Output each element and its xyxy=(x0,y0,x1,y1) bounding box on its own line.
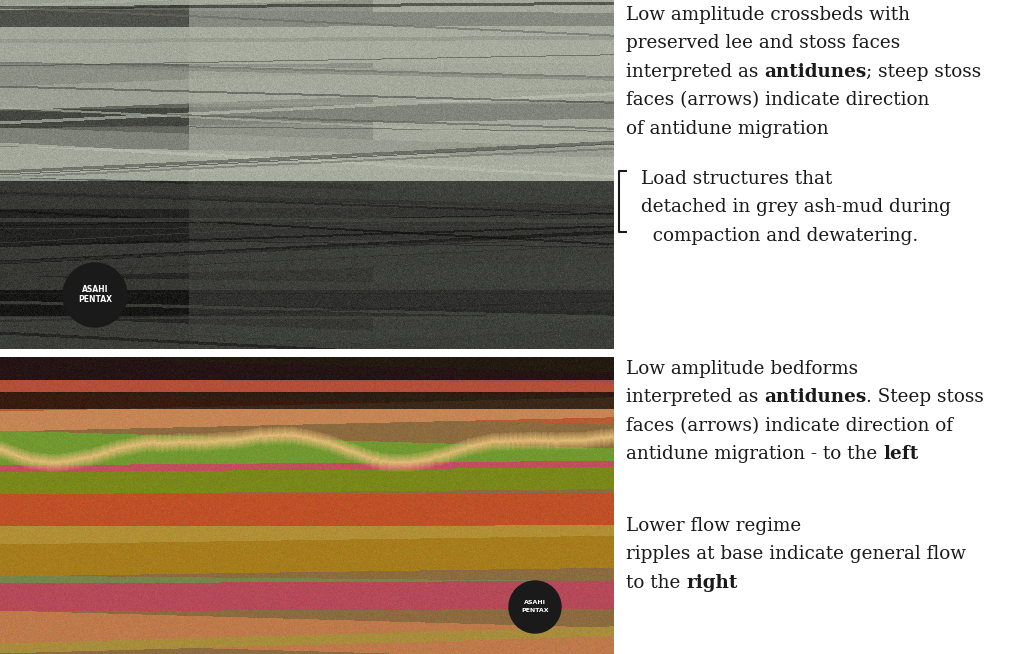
Text: ASAHI: ASAHI xyxy=(82,284,109,294)
Text: PENTAX: PENTAX xyxy=(521,608,549,613)
Text: Low amplitude crossbeds with: Low amplitude crossbeds with xyxy=(626,6,910,24)
Text: PENTAX: PENTAX xyxy=(78,296,112,305)
Text: of antidune migration: of antidune migration xyxy=(626,120,828,137)
Text: ripples at base indicate general flow: ripples at base indicate general flow xyxy=(626,545,966,563)
Text: antidunes: antidunes xyxy=(764,63,866,81)
Text: antidunes: antidunes xyxy=(764,388,866,406)
Text: compaction and dewatering.: compaction and dewatering. xyxy=(641,227,919,245)
Text: faces (arrows) indicate direction of: faces (arrows) indicate direction of xyxy=(626,417,953,435)
Text: to the: to the xyxy=(626,574,686,592)
Bar xyxy=(614,0,1024,654)
Text: ASAHI: ASAHI xyxy=(524,600,546,604)
Text: . Steep stoss: . Steep stoss xyxy=(866,388,984,406)
Text: antidune migration - to the: antidune migration - to the xyxy=(626,445,883,463)
Text: detached in grey ash-mud during: detached in grey ash-mud during xyxy=(641,198,951,216)
Text: ; steep stoss: ; steep stoss xyxy=(866,63,982,81)
Text: left: left xyxy=(883,445,919,463)
Bar xyxy=(0,349,614,357)
Text: right: right xyxy=(686,574,737,592)
Text: Low amplitude bedforms: Low amplitude bedforms xyxy=(626,360,858,378)
Circle shape xyxy=(509,581,561,633)
Text: faces (arrows) indicate direction: faces (arrows) indicate direction xyxy=(626,92,930,109)
Text: Lower flow regime: Lower flow regime xyxy=(626,517,801,535)
Text: preserved lee and stoss faces: preserved lee and stoss faces xyxy=(626,35,900,52)
Circle shape xyxy=(63,263,127,327)
Text: interpreted as: interpreted as xyxy=(626,63,764,81)
Text: Load structures that: Load structures that xyxy=(641,170,833,188)
Text: interpreted as: interpreted as xyxy=(626,388,764,406)
